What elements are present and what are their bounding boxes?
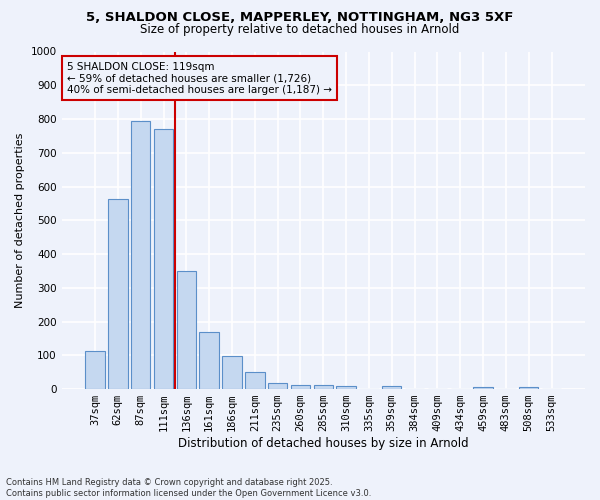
Bar xyxy=(85,352,105,389)
Bar xyxy=(131,122,151,389)
Bar xyxy=(382,386,401,389)
Text: 5 SHALDON CLOSE: 119sqm
← 59% of detached houses are smaller (1,726)
40% of semi: 5 SHALDON CLOSE: 119sqm ← 59% of detache… xyxy=(67,62,332,95)
Bar xyxy=(473,388,493,389)
X-axis label: Distribution of detached houses by size in Arnold: Distribution of detached houses by size … xyxy=(178,437,469,450)
Bar xyxy=(176,271,196,389)
Y-axis label: Number of detached properties: Number of detached properties xyxy=(15,132,25,308)
Bar xyxy=(245,372,265,389)
Bar xyxy=(337,386,356,389)
Text: Size of property relative to detached houses in Arnold: Size of property relative to detached ho… xyxy=(140,22,460,36)
Bar xyxy=(519,388,538,389)
Bar xyxy=(268,383,287,389)
Bar xyxy=(222,356,242,389)
Bar xyxy=(199,332,219,389)
Bar xyxy=(291,384,310,389)
Text: Contains HM Land Registry data © Crown copyright and database right 2025.
Contai: Contains HM Land Registry data © Crown c… xyxy=(6,478,371,498)
Text: 5, SHALDON CLOSE, MAPPERLEY, NOTTINGHAM, NG3 5XF: 5, SHALDON CLOSE, MAPPERLEY, NOTTINGHAM,… xyxy=(86,11,514,24)
Bar xyxy=(108,200,128,389)
Bar xyxy=(314,386,333,389)
Bar xyxy=(154,129,173,389)
